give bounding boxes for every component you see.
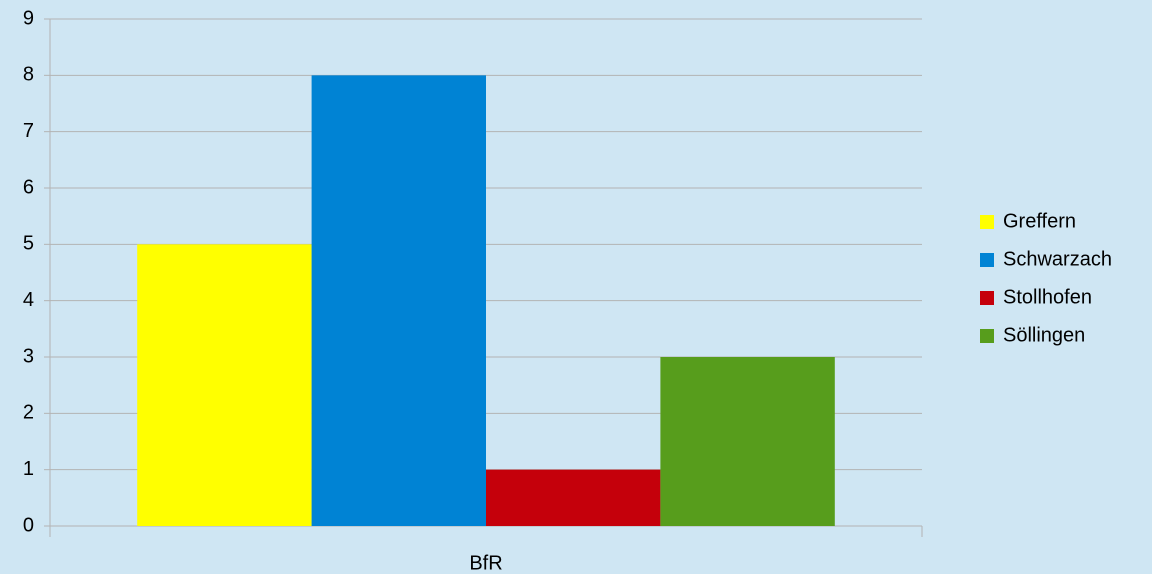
- legend-label: Schwarzach: [1003, 248, 1112, 270]
- legend-swatch: [980, 329, 994, 343]
- legend-swatch: [980, 215, 994, 229]
- y-tick-label: 1: [23, 458, 34, 480]
- bar: [660, 357, 835, 526]
- legend-label: Söllingen: [1003, 324, 1085, 346]
- y-tick-label: 5: [23, 233, 34, 255]
- legend-swatch: [980, 291, 994, 305]
- legend-swatch: [980, 253, 994, 267]
- y-tick-label: 8: [23, 64, 34, 86]
- y-tick-label: 9: [23, 7, 34, 29]
- y-tick-label: 6: [23, 176, 34, 198]
- y-tick-label: 2: [23, 402, 34, 424]
- legend-label: Stollhofen: [1003, 286, 1092, 308]
- bar: [311, 75, 486, 526]
- x-tick-label: BfR: [469, 552, 502, 574]
- y-tick-label: 0: [23, 514, 34, 536]
- bar: [486, 469, 661, 526]
- y-tick-label: 3: [23, 345, 34, 367]
- y-tick-label: 4: [23, 289, 34, 311]
- legend-label: Greffern: [1003, 210, 1076, 232]
- bar: [137, 244, 312, 527]
- y-tick-label: 7: [23, 120, 34, 142]
